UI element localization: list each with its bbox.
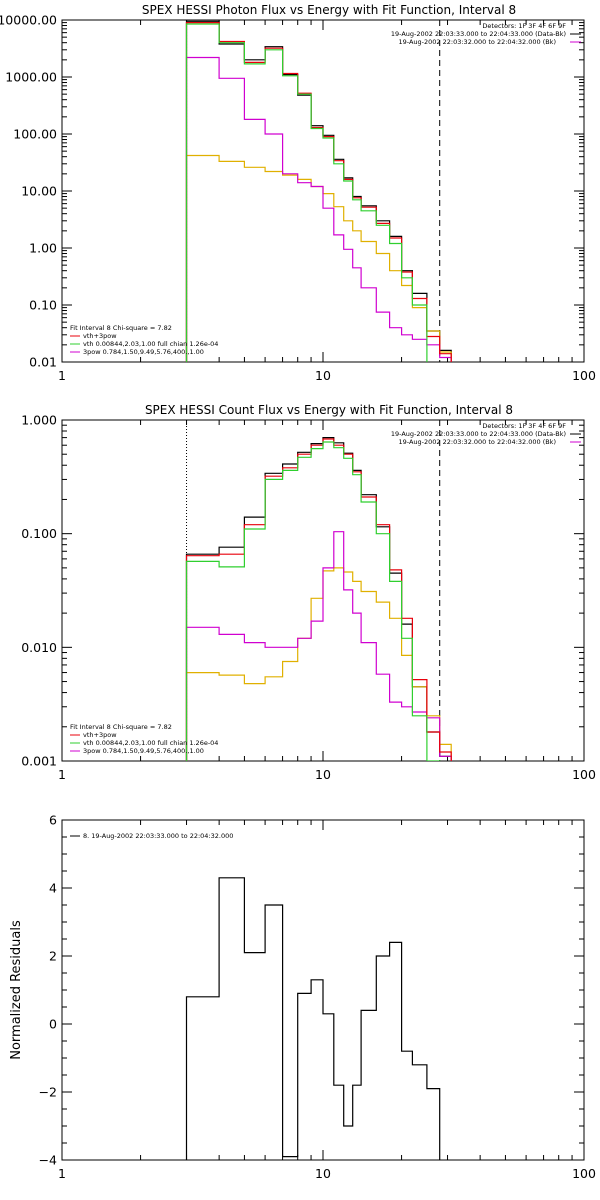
x-tick-label: 100 (572, 767, 596, 782)
x-tick-label: 10 (315, 368, 331, 383)
y-tick-label: −4 (39, 1153, 57, 1168)
y-tick-label: 10.00 (21, 184, 57, 199)
y-tick-label: −2 (39, 1085, 57, 1100)
y-tick-label: 1.00 (29, 241, 57, 256)
x-tick-label: 1 (58, 368, 66, 383)
y-tick-label: 4 (49, 881, 57, 896)
legend-title: Fit Interval 8 Chi-square = 7.82 (70, 324, 172, 332)
series-line-1 (185, 438, 452, 761)
legend-label: vth 0.00844,2.03,1.00 full chian 1.26e-0… (83, 739, 218, 747)
series-line-2 (185, 23, 428, 362)
chart-title: SPEX HESSI Count Flux vs Energy with Fit… (145, 403, 513, 417)
y-tick-label: 1000.00 (5, 70, 57, 85)
info-line: 19-Aug-2002 22:03:32.000 to 22:04:32.000… (399, 38, 556, 46)
legend-label: vth+3pow (83, 731, 117, 739)
series-line-3 (185, 56, 452, 362)
series-line-0 (185, 877, 441, 1160)
series-line-0 (185, 20, 452, 362)
y-tick-label: 6 (49, 813, 57, 828)
legend-label: vth+3pow (83, 332, 117, 340)
legend-label: 3pow 0.784,1.50,9.49,5.76,400.,1.00 (83, 747, 204, 755)
y-tick-label: 0 (49, 1017, 57, 1032)
y-tick-label: 2 (49, 949, 57, 964)
x-tick-label: 100 (572, 1166, 596, 1181)
x-tick-label: 10 (315, 1166, 331, 1181)
chart-panel-2: SPEX HESSI Count Flux vs Energy with Fit… (21, 403, 596, 782)
y-tick-label: 0.01 (29, 355, 57, 370)
info-line: Detectors: 1F 3F 4F 6F 9F (482, 22, 566, 30)
chart-title: SPEX HESSI Photon Flux vs Energy with Fi… (142, 3, 516, 17)
chart-panel-1: SPEX HESSI Photon Flux vs Energy with Fi… (0, 3, 596, 383)
legend-title: Fit Interval 8 Chi-square = 7.82 (70, 723, 172, 731)
y-tick-label: 0.10 (29, 298, 57, 313)
x-tick-label: 1 (58, 1166, 66, 1181)
legend-label: 3pow 0.784,1.50,9.49,5.76,400.,1.00 (83, 348, 204, 356)
y-tick-label: 10000.00 (0, 13, 57, 28)
legend-label: 8. 19-Aug-2002 22:03:33.000 to 22:04:32.… (83, 832, 233, 840)
y-axis-label: Normalized Residuals (9, 920, 24, 1060)
x-tick-label: 100 (572, 368, 596, 383)
series-line-4 (185, 567, 452, 761)
y-tick-label: 100.00 (13, 127, 57, 142)
y-tick-label: 0.100 (21, 526, 57, 541)
info-line: 19-Aug-2002 22:03:32.000 to 22:04:32.000… (399, 438, 556, 446)
y-tick-label: 1.000 (21, 413, 57, 428)
y-tick-label: 0.001 (21, 754, 57, 769)
series-line-2 (185, 441, 441, 761)
info-line: 19-Aug-2002 22:03:33.000 to 22:04:33.000… (391, 430, 566, 438)
series-line-0 (185, 437, 452, 761)
legend-label: vth 0.00844,2.03,1.00 full chian 1.26e-0… (83, 340, 218, 348)
x-tick-label: 1 (58, 767, 66, 782)
x-tick-label: 10 (315, 767, 331, 782)
info-line: Detectors: 1F 3F 4F 6F 9F (482, 422, 566, 430)
series-line-1 (185, 22, 452, 362)
y-tick-label: 0.010 (21, 640, 57, 655)
chart-panel-3: 1 10 100 −4 −2 0 2 4 6 Normalized Residuals 8. 19-… (9, 813, 596, 1182)
info-line: 19-Aug-2002 22:03:33.000 to 22:04:33.000… (391, 30, 566, 38)
